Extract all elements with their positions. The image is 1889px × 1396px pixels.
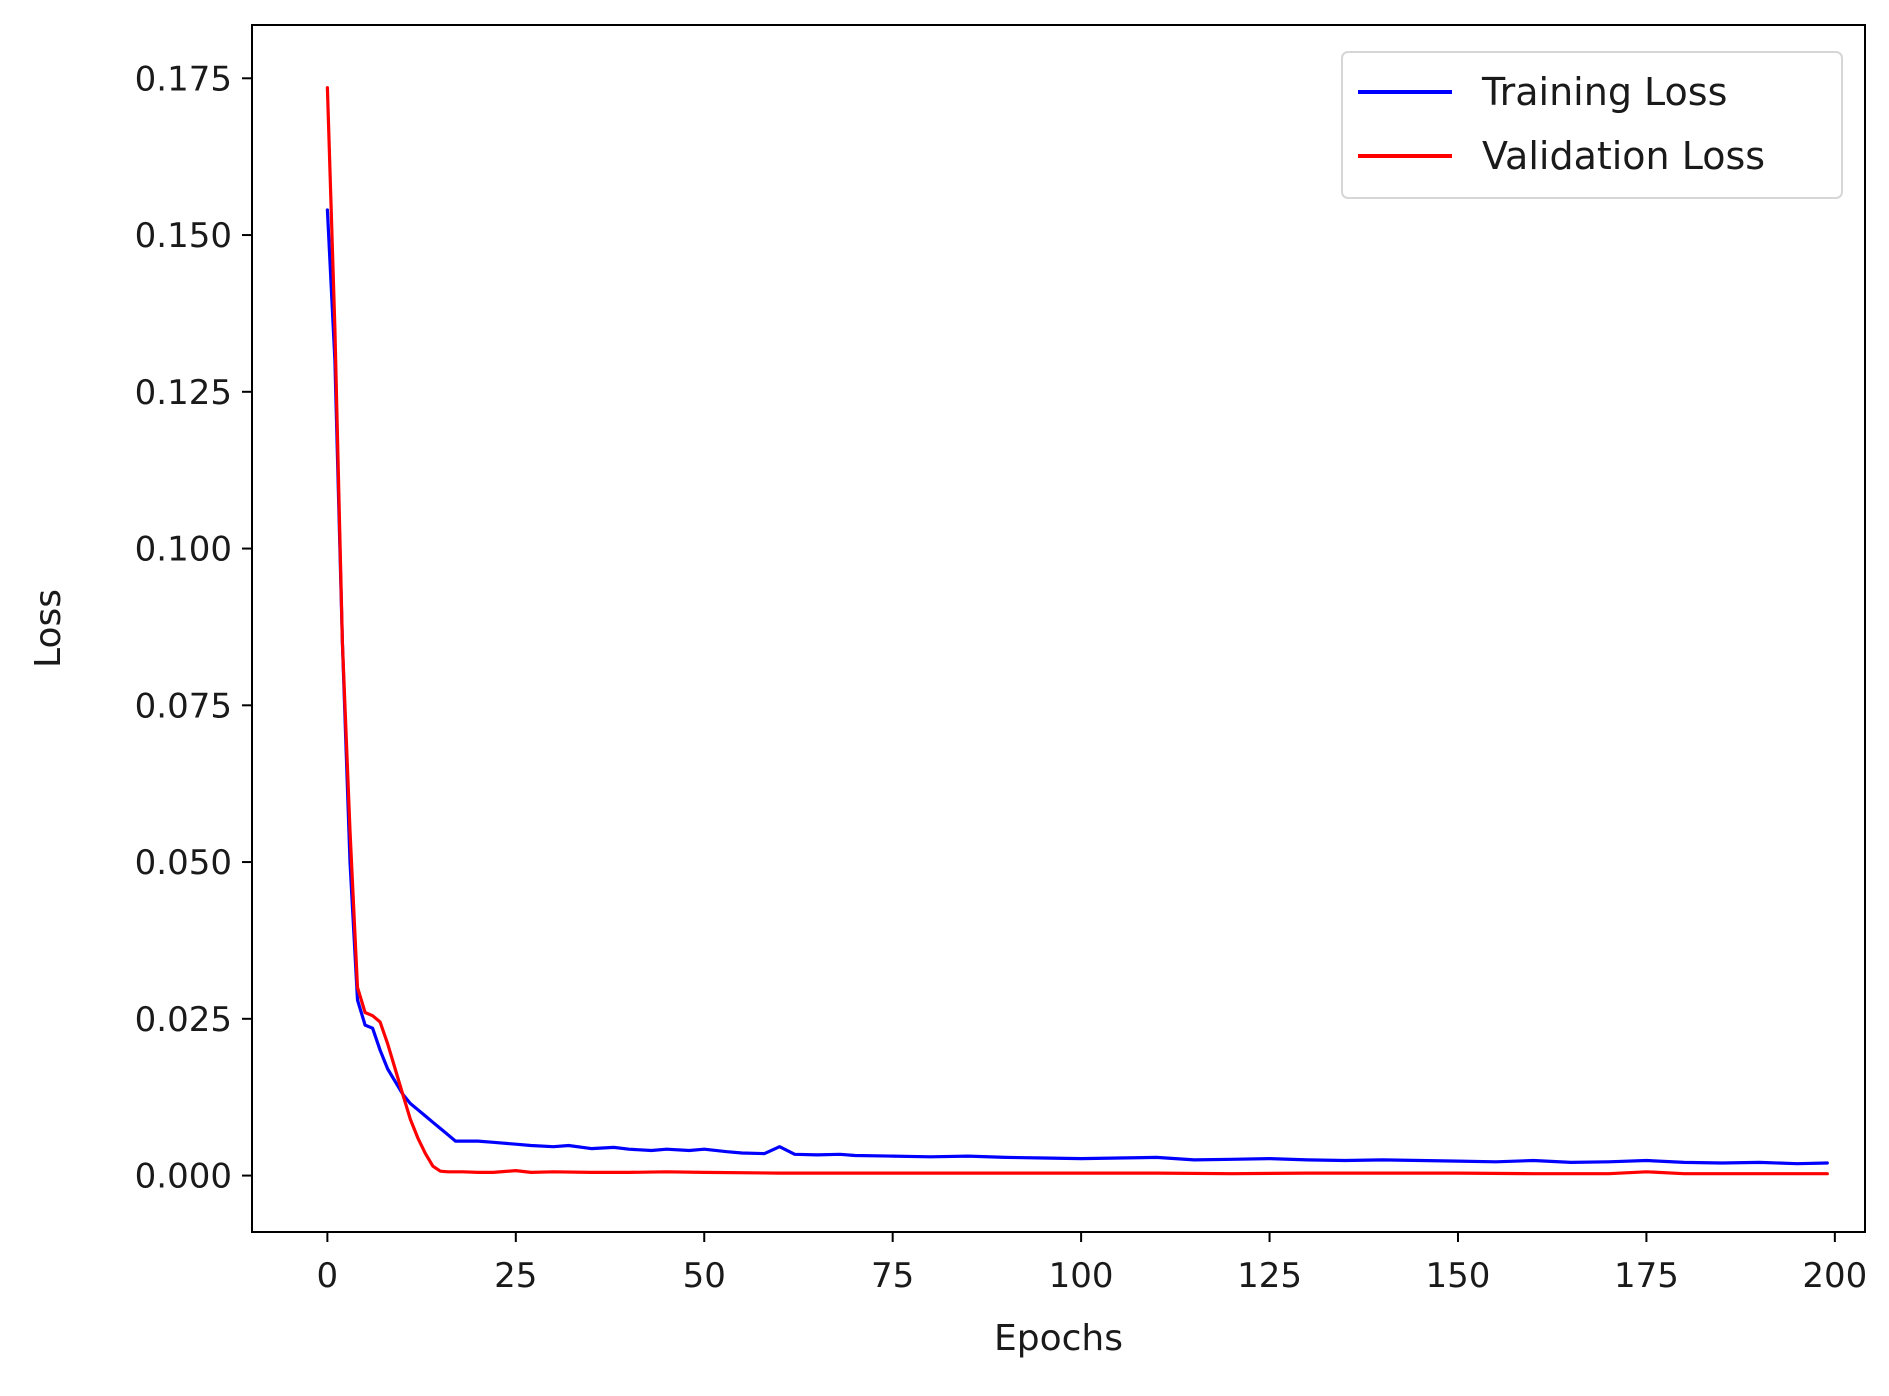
- x-tick-label: 75: [871, 1256, 914, 1296]
- x-tick-label: 50: [683, 1256, 726, 1296]
- y-tick-label: 0.000: [135, 1157, 232, 1197]
- legend-box: [1341, 51, 1843, 199]
- series-layer: [325, 86, 1829, 1176]
- legend: Training Loss Validation Loss: [1341, 51, 1843, 199]
- x-tick-label: 175: [1614, 1256, 1679, 1296]
- legend-label-training-loss: Training Loss: [1481, 70, 1727, 114]
- x-tick-label: 100: [1049, 1256, 1114, 1296]
- ticks-layer: 0 25 50 75 100 125 150 175 200 0.000 0.025 0.050 0.0…: [135, 59, 1868, 1296]
- y-tick-label: 0.175: [135, 59, 232, 99]
- x-tick-label: 125: [1237, 1256, 1302, 1296]
- y-tick-label: 0.100: [135, 530, 232, 570]
- training-loss-line: [325, 208, 1829, 1166]
- legend-label-validation-loss: Validation Loss: [1482, 134, 1765, 178]
- x-tick-label: 200: [1802, 1256, 1867, 1296]
- y-axis-label: Loss: [28, 589, 69, 668]
- y-tick-label: 0.050: [135, 843, 232, 883]
- plot-area-frame: [251, 24, 1866, 1233]
- y-tick-label: 0.075: [135, 686, 232, 726]
- x-axis-label: Epochs: [994, 1318, 1123, 1359]
- y-tick-label: 0.150: [135, 216, 232, 256]
- y-tick-label: 0.025: [135, 1000, 232, 1040]
- x-tick-label: 0: [317, 1256, 339, 1296]
- validation-loss-line: [325, 86, 1829, 1176]
- x-tick-label: 25: [494, 1256, 537, 1296]
- y-tick-label: 0.125: [135, 373, 232, 413]
- x-tick-label: 150: [1426, 1256, 1491, 1296]
